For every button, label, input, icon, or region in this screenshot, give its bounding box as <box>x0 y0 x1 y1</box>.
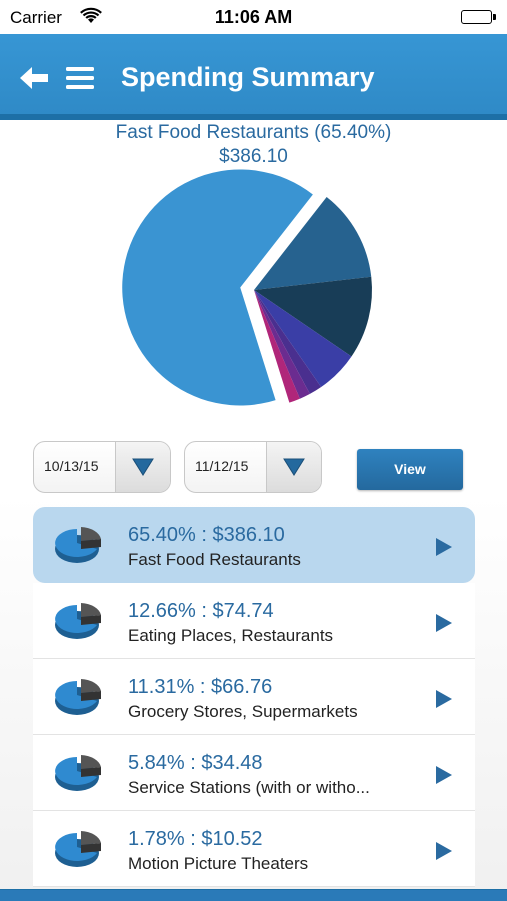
wifi-icon <box>80 7 102 30</box>
pie-chart-icon <box>53 675 105 724</box>
list-item-percent: 11.31% : $66.76 <box>128 676 273 698</box>
start-date-dropdown-button[interactable] <box>115 442 170 492</box>
pie-slice-2[interactable] <box>254 276 372 357</box>
pie-slice-0[interactable] <box>122 169 313 406</box>
list-item-percent: 1.78% : $10.52 <box>128 828 263 850</box>
pie-chart[interactable] <box>0 0 507 420</box>
list-item-name: Fast Food Restaurants <box>128 550 301 569</box>
pie-chart-icon <box>53 599 105 648</box>
list-item-name: Motion Picture Theaters <box>128 854 309 873</box>
chevron-right-icon <box>436 538 452 561</box>
list-item-name: Grocery Stores, Supermarkets <box>128 702 358 721</box>
pie-slice-1[interactable] <box>254 197 372 290</box>
end-date-picker[interactable]: 11/12/15 <box>184 441 322 493</box>
list-item-percent: 12.66% : $74.74 <box>128 600 274 622</box>
chart-title: Fast Food Restaurants (65.40%) <box>115 122 392 143</box>
hamburger-menu-icon[interactable] <box>66 67 94 89</box>
bottom-bar <box>0 889 507 901</box>
chevron-right-icon <box>436 842 452 865</box>
pie-slice-6[interactable] <box>254 290 300 403</box>
list-item-percent: 65.40% : $386.10 <box>128 524 285 546</box>
pie-slice-3[interactable] <box>254 290 352 388</box>
list-item-name: Eating Places, Restaurants <box>128 626 334 645</box>
carrier-label: Carrier <box>10 8 62 27</box>
chevron-right-icon <box>436 766 452 789</box>
page-title: Spending Summary <box>121 62 375 92</box>
nav-bar: Spending Summary <box>0 34 507 120</box>
list-item-name: Service Stations (with or witho... <box>128 778 370 797</box>
end-date-dropdown-button[interactable] <box>266 442 321 492</box>
start-date-picker[interactable]: 10/13/15 <box>33 441 171 493</box>
back-arrow-icon[interactable] <box>20 66 50 90</box>
start-date-value: 10/13/15 <box>44 458 99 474</box>
pie-chart-icon <box>53 751 105 800</box>
chevron-right-icon <box>436 690 452 713</box>
list-item[interactable]: 11.31% : $66.76 Grocery Stores, Supermar… <box>33 659 475 735</box>
clock: 11:06 AM <box>214 7 293 27</box>
battery-icon <box>461 10 497 26</box>
list-item[interactable]: 5.84% : $34.48 Service Stations (with or… <box>33 735 475 811</box>
category-list: 65.40% : $386.10 Fast Food Restaurants 1… <box>33 507 475 887</box>
chart-subtitle: $386.10 <box>219 146 288 167</box>
pie-chart-icon <box>53 827 105 876</box>
end-date-value: 11/12/15 <box>195 458 249 474</box>
pie-slice-5[interactable] <box>254 290 310 399</box>
list-item[interactable]: 1.78% : $10.52 Motion Picture Theaters <box>33 811 475 887</box>
pie-chart-icon <box>53 523 105 572</box>
chevron-down-icon <box>283 458 305 476</box>
status-bar: Carrier 11:06 AM <box>0 0 507 34</box>
list-item[interactable]: 65.40% : $386.10 Fast Food Restaurants <box>33 507 475 583</box>
list-item[interactable]: 12.66% : $74.74 Eating Places, Restauran… <box>33 583 475 659</box>
pie-slice-4[interactable] <box>254 290 322 394</box>
view-button[interactable]: View <box>357 449 463 490</box>
list-item-percent: 5.84% : $34.48 <box>128 752 263 774</box>
chevron-right-icon <box>436 614 452 637</box>
chevron-down-icon <box>132 458 154 476</box>
